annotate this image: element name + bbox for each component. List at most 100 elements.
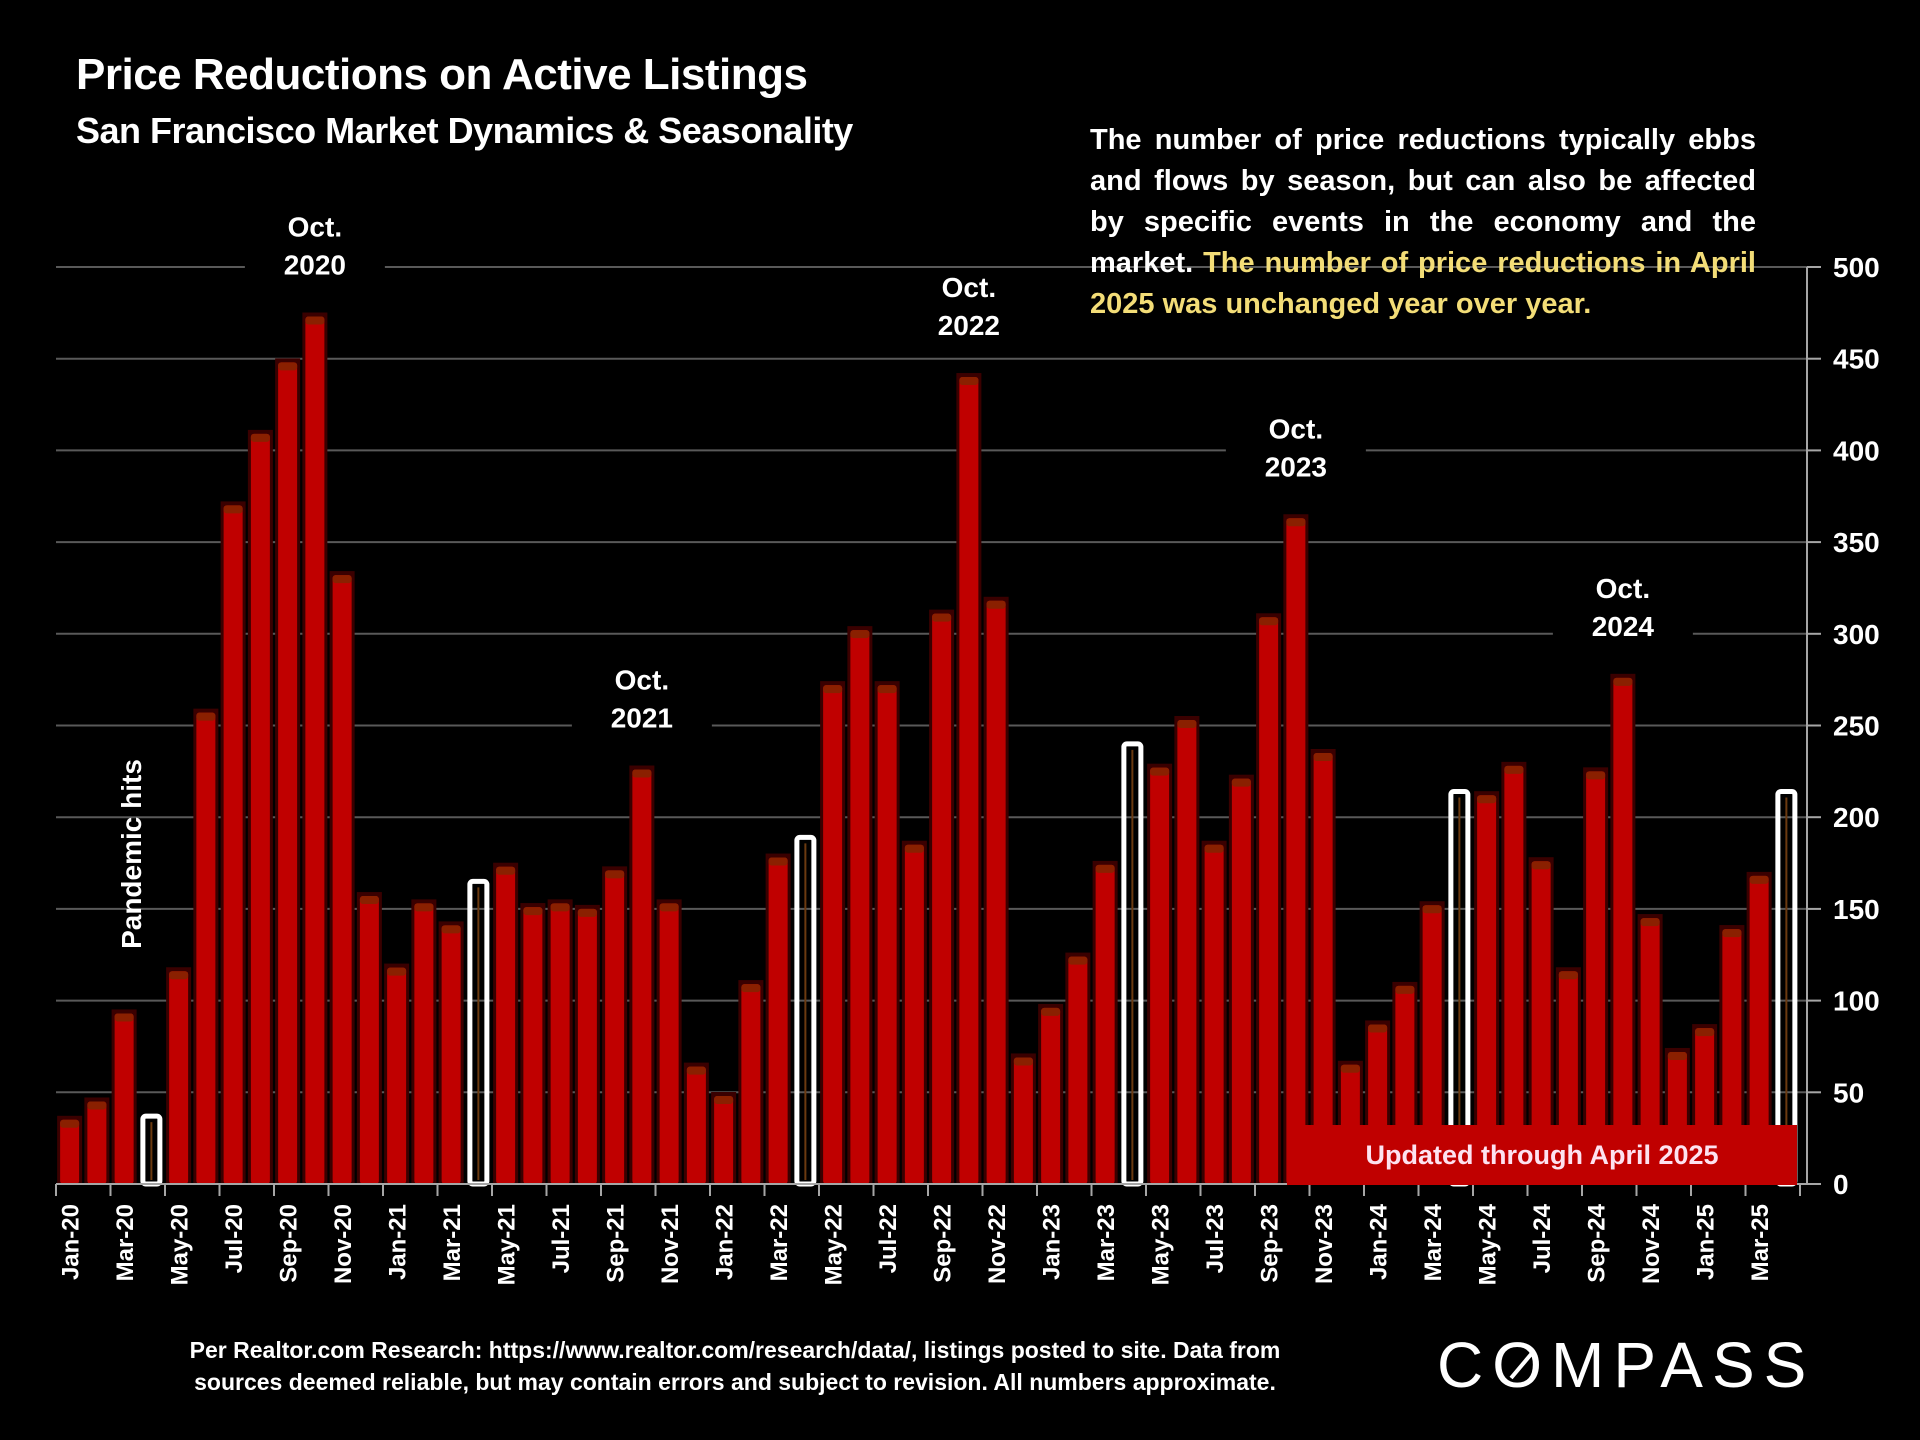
footnote-line-2: sources deemed reliable, but may contain… (194, 1369, 1276, 1395)
bar-cap (1231, 778, 1251, 787)
bar-cap (441, 925, 461, 934)
annotation-bg (571, 665, 712, 746)
bar (1068, 956, 1088, 1184)
bar (768, 857, 788, 1184)
bar-cap (768, 857, 788, 866)
bar (741, 984, 761, 1184)
bar-cap (1313, 753, 1333, 762)
bar (1749, 875, 1769, 1184)
x-tick-label: Jan-20 (58, 1204, 85, 1280)
annotation-label: 2021 (611, 703, 673, 734)
bar (305, 316, 325, 1184)
logo-text-c: C (1437, 1329, 1493, 1401)
x-tick-label: Sep-23 (1257, 1204, 1284, 1283)
bar-cap (1041, 1007, 1061, 1016)
bar-cap (1395, 985, 1415, 994)
bar-cap (577, 908, 597, 917)
bar (250, 433, 270, 1184)
source-footnote: Per Realtor.com Research: https://www.re… (150, 1334, 1320, 1398)
bar-cap (741, 984, 761, 993)
bar-cap (523, 907, 543, 916)
x-tick-label: Nov-22 (984, 1204, 1011, 1284)
bar (60, 1119, 80, 1184)
bar-cap (823, 685, 843, 694)
bar-cap (1095, 864, 1115, 873)
bar (959, 377, 979, 1184)
commentary-note: The number of price reductions typically… (1090, 120, 1756, 325)
bar-cap (359, 896, 379, 905)
bar (1150, 767, 1170, 1184)
bar (196, 712, 216, 1184)
chart-title: Price Reductions on Active Listings (76, 50, 808, 99)
bar (1640, 918, 1660, 1184)
bar-cap (1340, 1064, 1360, 1073)
bar-cap (1749, 875, 1769, 884)
bar-cap (60, 1119, 80, 1128)
bar (1095, 864, 1115, 1184)
annotation-label: 2023 (1265, 451, 1327, 482)
bar (387, 967, 407, 1184)
bar (932, 613, 952, 1184)
annotation-label: Oct. (942, 272, 996, 303)
updated-through-badge: Updated through April 2025 (1287, 1125, 1797, 1185)
x-tick-label: May-21 (494, 1204, 521, 1285)
bar-cap (1068, 956, 1088, 965)
bar (632, 769, 652, 1184)
bar-cap (1259, 617, 1279, 626)
bar (1531, 861, 1551, 1184)
bar-cap (1150, 767, 1170, 776)
bar (659, 903, 679, 1184)
bar (359, 896, 379, 1184)
bar-cap (904, 844, 924, 853)
bar (1231, 778, 1251, 1184)
annotation-label: 2022 (938, 310, 1000, 341)
x-tick-label: Sep-24 (1584, 1203, 1611, 1282)
bar (87, 1101, 107, 1184)
bar (441, 925, 461, 1184)
axes: 0 50 100 150 200 250 300 350 400 450 500 Jan-20 Mar-… (55, 252, 1880, 1285)
y-tick-label: 200 (1833, 802, 1880, 833)
bar-cap (850, 630, 870, 639)
x-tick-label: May-20 (167, 1204, 194, 1285)
bar (1477, 795, 1497, 1184)
bar (577, 908, 597, 1184)
bar (1504, 765, 1524, 1184)
bar-cap (659, 903, 679, 912)
bar (1613, 677, 1633, 1184)
x-tick-label: Jan-21 (385, 1204, 412, 1280)
bar-cap (305, 316, 325, 325)
bar-cap (114, 1013, 134, 1022)
bar-cap (1695, 1028, 1715, 1037)
y-tick-label: 400 (1833, 435, 1880, 466)
x-tick-label: Nov-21 (657, 1204, 684, 1284)
bar-cap (1558, 971, 1578, 980)
bar (550, 903, 570, 1184)
bar-cap (1422, 905, 1442, 914)
x-tick-label: Jul-21 (548, 1204, 575, 1273)
bar-cap (877, 685, 897, 694)
annotation-bg (898, 273, 1039, 354)
bar (169, 971, 189, 1184)
bar (278, 362, 298, 1184)
bar (1722, 929, 1742, 1184)
x-tick-label: Jan-24 (1366, 1203, 1393, 1280)
logo-o-slash-icon: O (1492, 1329, 1551, 1401)
annotation-label: 2024 (1592, 611, 1655, 642)
bar-cap (1368, 1024, 1388, 1033)
x-tick-label: Nov-24 (1638, 1203, 1665, 1284)
bar-cap (496, 866, 516, 875)
bar-cap (1504, 765, 1524, 774)
bars (57, 312, 1798, 1187)
bar-cap (1667, 1051, 1687, 1060)
annotation-bg (1225, 414, 1366, 495)
bar (1204, 844, 1224, 1184)
bar-cap (1722, 929, 1742, 938)
y-tick-label: 0 (1833, 1169, 1849, 1200)
x-tick-label: Nov-20 (330, 1204, 357, 1284)
bar (1259, 617, 1279, 1184)
bar (1586, 771, 1606, 1184)
bar (1041, 1007, 1061, 1184)
x-tick-label: Mar-24 (1420, 1203, 1447, 1281)
bar (686, 1066, 706, 1184)
